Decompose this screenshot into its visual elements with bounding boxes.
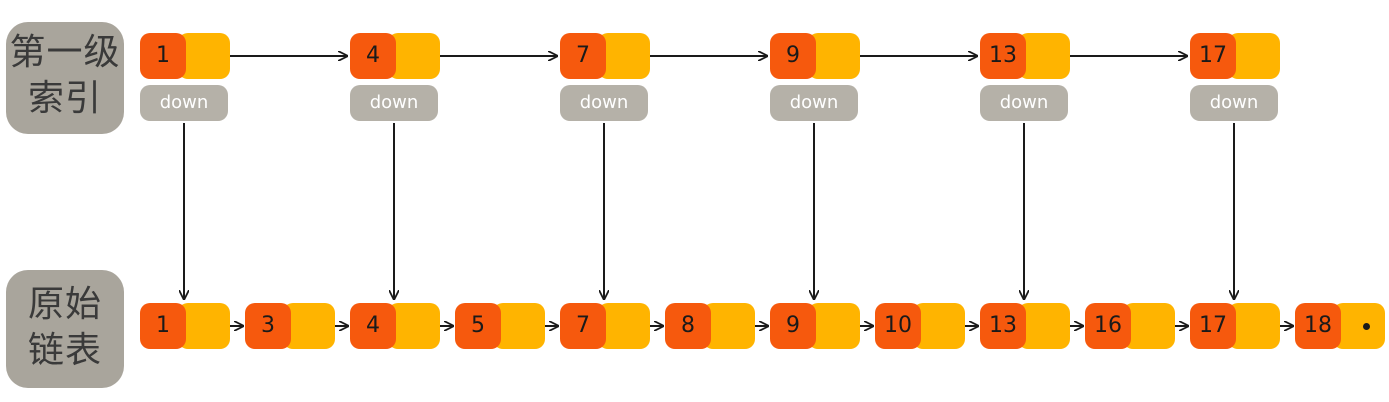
index-node-9-next-pointer [808, 33, 860, 79]
down-pointer-13: down [980, 85, 1068, 121]
base-node-17-value: 17 [1190, 303, 1236, 349]
base-node-1: 1 [140, 303, 230, 349]
base-node-17-next-pointer [1228, 303, 1280, 349]
base-label-line2: 链表 [27, 330, 102, 371]
base-node-8-next-pointer [703, 303, 755, 349]
index-node-4-next-pointer [388, 33, 440, 79]
index-node-4-value: 4 [350, 33, 396, 79]
base-node-3-next-pointer [283, 303, 335, 349]
base-node-1-value: 1 [140, 303, 186, 349]
base-node-4: 4 [350, 303, 440, 349]
index-node-13: 13 [980, 33, 1070, 79]
index-node-1: 1 [140, 33, 230, 79]
index-node-4: 4 [350, 33, 440, 79]
index-node-9-value: 9 [770, 33, 816, 79]
base-node-8-value: 8 [665, 303, 711, 349]
down-pointer-4: down [350, 85, 438, 121]
index-node-1-next-pointer [178, 33, 230, 79]
base-node-10-value: 10 [875, 303, 921, 349]
base-node-5-value: 5 [455, 303, 501, 349]
index-node-13-value: 13 [980, 33, 1026, 79]
index-node-17-next-pointer [1228, 33, 1280, 79]
base-node-9: 9 [770, 303, 860, 349]
down-pointer-17: down [1190, 85, 1278, 121]
base-node-5: 5 [455, 303, 545, 349]
base-node-16-value: 16 [1085, 303, 1131, 349]
index-node-7-value: 7 [560, 33, 606, 79]
base-node-7-next-pointer [598, 303, 650, 349]
index-node-7-next-pointer [598, 33, 650, 79]
base-list-label: 原始 链表 [6, 270, 124, 388]
null-terminator-dot [1363, 323, 1370, 330]
index-node-13-next-pointer [1018, 33, 1070, 79]
base-node-7-value: 7 [560, 303, 606, 349]
base-node-3: 3 [245, 303, 335, 349]
base-node-9-value: 9 [770, 303, 816, 349]
base-node-3-value: 3 [245, 303, 291, 349]
level1-label-line1: 第一级 [9, 32, 121, 73]
base-node-1-next-pointer [178, 303, 230, 349]
base-node-9-next-pointer [808, 303, 860, 349]
base-node-10-next-pointer [913, 303, 965, 349]
index-node-17-value: 17 [1190, 33, 1236, 79]
index-node-7: 7 [560, 33, 650, 79]
base-node-5-next-pointer [493, 303, 545, 349]
base-node-13-next-pointer [1018, 303, 1070, 349]
level1-index-label: 第一级 索引 [6, 22, 124, 134]
base-node-10: 10 [875, 303, 965, 349]
base-node-16-next-pointer [1123, 303, 1175, 349]
index-node-1-value: 1 [140, 33, 186, 79]
base-node-18-value: 18 [1295, 303, 1341, 349]
down-pointer-7: down [560, 85, 648, 121]
down-pointer-1: down [140, 85, 228, 121]
base-node-18-next-pointer [1333, 303, 1385, 349]
base-node-13: 13 [980, 303, 1070, 349]
index-node-17: 17 [1190, 33, 1280, 79]
base-node-18: 18 [1295, 303, 1385, 349]
level1-label-line2: 索引 [27, 78, 102, 119]
base-node-16: 16 [1085, 303, 1175, 349]
down-pointer-9: down [770, 85, 858, 121]
base-node-4-next-pointer [388, 303, 440, 349]
base-label-line1: 原始 [27, 284, 102, 325]
base-node-8: 8 [665, 303, 755, 349]
index-node-9: 9 [770, 33, 860, 79]
base-node-7: 7 [560, 303, 650, 349]
base-node-4-value: 4 [350, 303, 396, 349]
base-node-17: 17 [1190, 303, 1280, 349]
base-node-13-value: 13 [980, 303, 1026, 349]
